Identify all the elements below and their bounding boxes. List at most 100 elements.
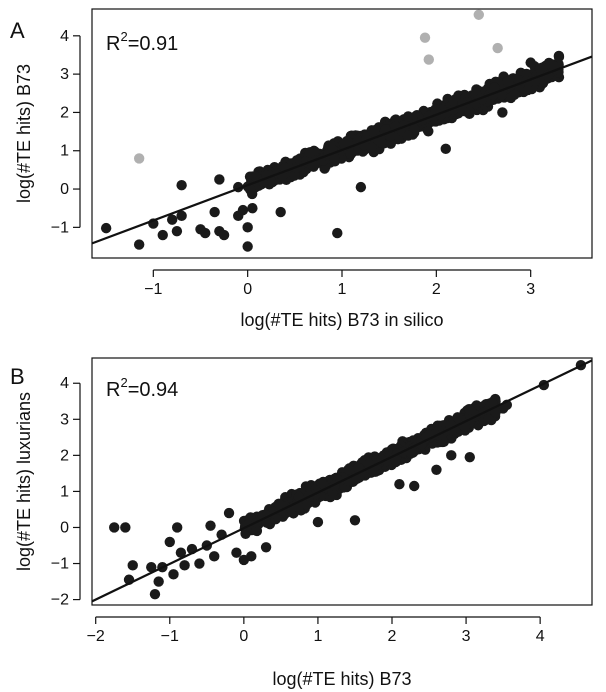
panel-a-data-point xyxy=(214,174,225,185)
panel-b-data-point xyxy=(153,576,164,587)
panel-a-data-point xyxy=(209,206,220,218)
panel-a-outlier-point xyxy=(133,153,145,164)
panel-b-data-point xyxy=(394,479,405,490)
panel-a-data-point xyxy=(133,239,145,250)
panel-a-x-tick-label: 0 xyxy=(243,281,252,298)
panel-b-plot-frame xyxy=(91,357,593,606)
panel-b-data-point xyxy=(343,464,354,475)
panel-b-x-tick-label: 4 xyxy=(536,628,545,645)
panel-a-outlier-point xyxy=(419,32,431,43)
panel-a-data-point xyxy=(553,51,565,63)
panel-a-data-point xyxy=(176,180,187,191)
panel-b-y-tick-label: 4 xyxy=(60,375,69,392)
panel-b-data-point xyxy=(168,569,179,580)
panel-b-data-point xyxy=(127,560,138,571)
panel-a-y-tick-label: 4 xyxy=(60,28,69,45)
panel-b-data-point xyxy=(209,551,220,562)
panel-a-x-tick-label: 1 xyxy=(338,281,347,298)
panel-a-data-point xyxy=(502,76,513,87)
panel-b-data-point xyxy=(483,414,494,425)
panel-b-data-point xyxy=(312,516,324,528)
panel-b-y-tick-label: 1 xyxy=(60,483,69,500)
panel-a-data-point xyxy=(157,229,168,241)
panel-b-data-point xyxy=(205,520,216,531)
panel-a-y-tick-label: 2 xyxy=(60,104,69,121)
panel-a-outlier-point xyxy=(492,42,503,54)
panel-a-data-point xyxy=(237,204,249,216)
panel-b-data-point xyxy=(175,547,187,558)
panel-a-outlier-point xyxy=(473,9,484,20)
panel-b-data-point xyxy=(109,522,120,533)
panel-a-data-point xyxy=(464,106,475,118)
panel-b-data-point xyxy=(464,451,475,463)
panel-b-data-point xyxy=(149,588,161,600)
panel-a-data-point xyxy=(332,227,343,239)
panel-b-data-point xyxy=(194,558,205,569)
panel-a-data-point xyxy=(242,241,253,252)
panel-a-data-point xyxy=(338,138,350,149)
panel-b-r-squared: R2=0.94 xyxy=(106,375,178,401)
panel-a-data-point xyxy=(275,206,286,218)
panel-b-data-point xyxy=(260,542,272,553)
panel-b: B R2=0.94 log(#TE hits) B73 log(#TE hits… xyxy=(10,357,593,689)
panel-a-data-point xyxy=(200,227,211,239)
panel-a-data-point xyxy=(403,130,414,141)
panel-a-data-point xyxy=(304,147,316,158)
panel-a-r-squared: R2=0.91 xyxy=(106,29,178,55)
panel-b-data-point xyxy=(316,477,327,489)
panel-a-data-point xyxy=(509,89,520,101)
panel-a-data-point xyxy=(355,181,367,193)
panel-a-data-point xyxy=(403,111,414,122)
panel-b-x-axis-label: log(#TE hits) B73 xyxy=(272,669,411,689)
panel-a-data-point xyxy=(100,222,112,234)
panel-a: A R2=0.91 log(#TE hits) B73 in silico lo… xyxy=(10,8,593,330)
panel-b-x-tick-label: 0 xyxy=(239,628,248,645)
panel-a-data-point xyxy=(244,184,256,195)
panel-b-y-tick-label: 0 xyxy=(60,519,69,536)
panel-a-data-point xyxy=(489,82,500,93)
panel-a-x-axis-label: log(#TE hits) B73 in silico xyxy=(240,310,443,330)
panel-b-y-tick-label: 3 xyxy=(60,411,69,428)
panel-b-y-tick-label: −2 xyxy=(51,592,69,609)
panel-b-data-point xyxy=(349,515,361,526)
panel-a-data-point xyxy=(423,126,434,137)
panel-b-data-point xyxy=(368,466,379,477)
panel-a-data-point xyxy=(430,104,441,115)
panel-b-data-point xyxy=(273,498,284,510)
panel-a-data-point xyxy=(522,84,534,96)
panel-a-y-tick-label: 1 xyxy=(60,143,69,160)
panel-a-data-point xyxy=(534,63,546,74)
panel-b-y-axis-label: log(#TE hits) luxurians xyxy=(14,392,34,571)
panel-a-data-point xyxy=(247,203,258,214)
panel-a-plot-frame xyxy=(91,8,593,259)
panel-a-data-point xyxy=(497,107,508,118)
panel-b-letter: B xyxy=(10,364,25,389)
panel-b-data-point xyxy=(301,499,312,510)
panel-a-letter: A xyxy=(10,18,25,43)
panel-b-data-point xyxy=(261,517,272,528)
panel-a-data-point xyxy=(525,57,536,68)
panel-b-data-point xyxy=(464,404,476,415)
panel-a-data-point xyxy=(166,214,178,225)
panel-a-y-tick-label: −1 xyxy=(51,219,69,236)
panel-a-data-point xyxy=(176,210,187,222)
panel-b-data-point xyxy=(452,412,463,423)
panel-b-data-point xyxy=(146,561,157,573)
panel-a-y-tick-label: 3 xyxy=(60,66,69,83)
panel-a-y-axis-label: log(#TE hits) B73 xyxy=(14,64,34,203)
panel-a-x-tick-label: 2 xyxy=(432,281,441,298)
panel-a-data-point xyxy=(329,152,340,163)
panel-a-y-tick-label: 0 xyxy=(60,181,69,198)
panel-b-data-point xyxy=(446,450,457,461)
panel-b-data-point xyxy=(490,406,501,418)
panel-b-data-point xyxy=(246,551,257,562)
panel-b-regression-line xyxy=(92,359,592,603)
panel-b-x-tick-label: 2 xyxy=(388,628,397,645)
panel-a-outlier-point xyxy=(423,54,434,65)
panel-b-data-point xyxy=(179,560,190,571)
panel-a-data-point xyxy=(440,143,451,155)
panel-b-data-point xyxy=(431,464,442,475)
panel-a-data-point xyxy=(242,222,253,233)
panel-a-data-point xyxy=(218,229,230,241)
